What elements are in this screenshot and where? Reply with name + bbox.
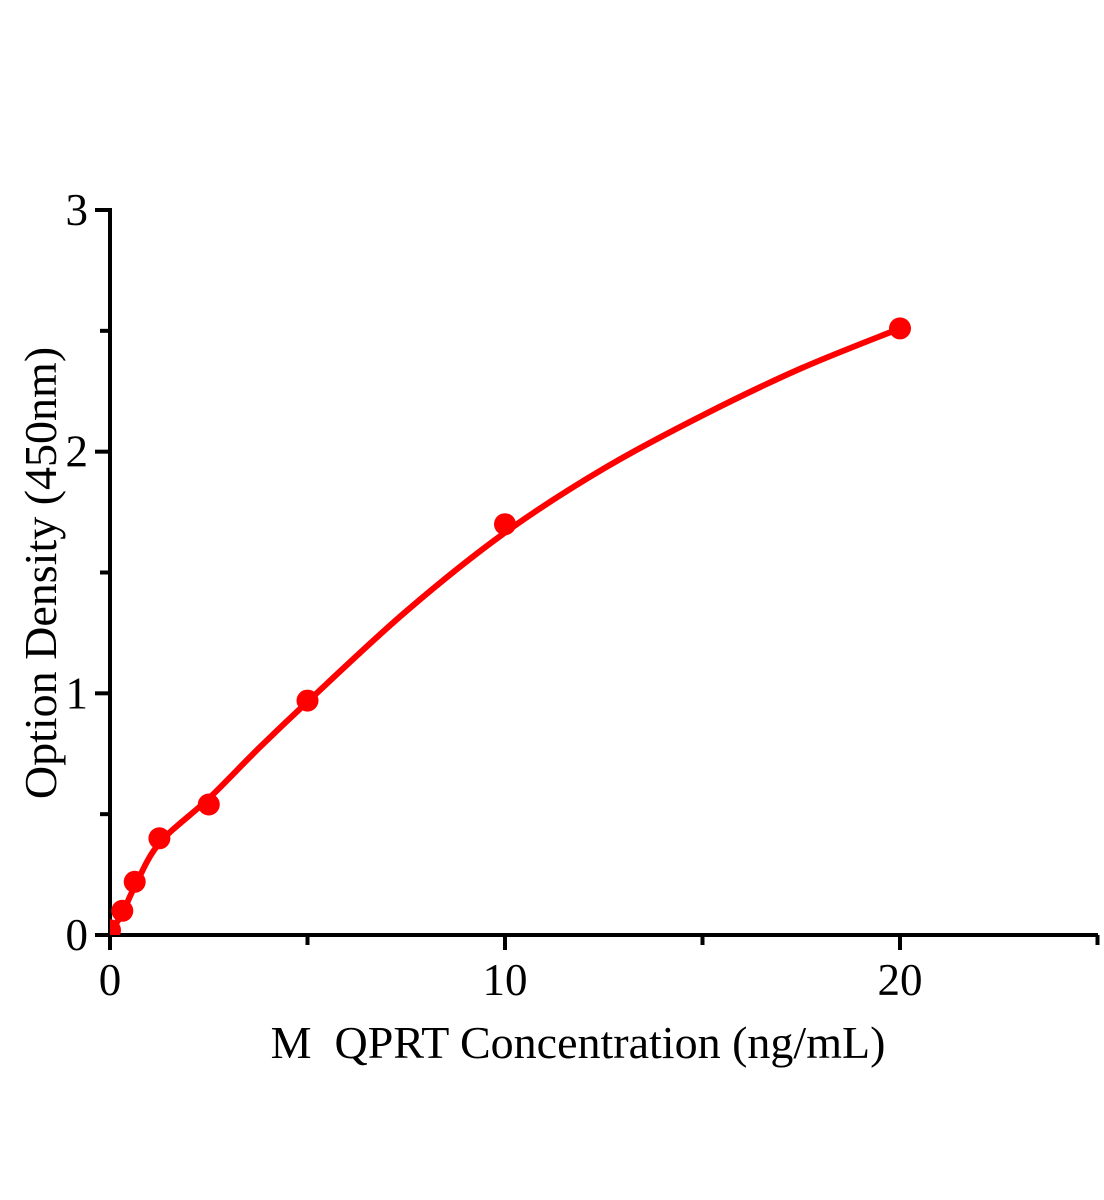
y-tick-label: 3 xyxy=(66,185,89,235)
x-tick-label: 10 xyxy=(483,955,528,1005)
x-axis-title: M QPRT Concentration (ng/mL) xyxy=(271,1017,886,1068)
tick-labels: 0 10 20 0 1 2 3 xyxy=(66,185,923,1005)
data-point xyxy=(111,899,134,922)
y-tick-label: 1 xyxy=(66,668,89,718)
data-point xyxy=(494,513,516,536)
data-point xyxy=(148,827,171,850)
y-tick-label: 0 xyxy=(66,910,89,960)
x-tick-label: 20 xyxy=(878,955,923,1005)
x-tick-label: 0 xyxy=(99,955,122,1005)
axes xyxy=(108,208,1098,937)
fitted-curve xyxy=(110,325,903,935)
data-points xyxy=(110,317,911,935)
data-point xyxy=(110,919,121,935)
data-point xyxy=(296,689,319,712)
tick-marks xyxy=(95,208,1100,950)
y-tick-label: 2 xyxy=(66,427,89,477)
y-axis-title: Option Density (450nm) xyxy=(15,347,66,799)
data-point xyxy=(889,317,911,340)
data-point xyxy=(197,793,220,816)
data-point xyxy=(123,870,146,893)
